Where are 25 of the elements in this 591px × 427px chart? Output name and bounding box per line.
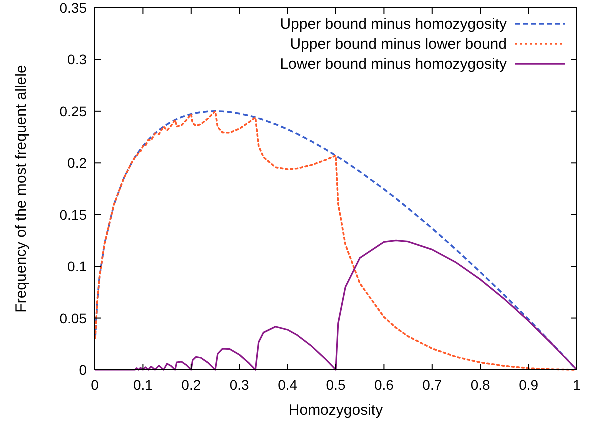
- legend-label: Lower bound minus homozygosity: [280, 56, 508, 73]
- x-tick-label: 0.4: [278, 377, 298, 393]
- legend-label: Upper bound minus homozygosity: [280, 16, 508, 33]
- y-axis-title: Frequency of the most frequent allele: [13, 65, 30, 313]
- x-tick-label: 0.5: [326, 377, 346, 393]
- y-tick-label: 0.15: [60, 206, 88, 223]
- y-tick-label: 0.35: [60, 0, 88, 16]
- legend-label: Upper bound minus lower bound: [290, 36, 507, 53]
- y-tick-label: 0.3: [68, 52, 88, 68]
- x-tick-label: 0.7: [422, 377, 442, 393]
- y-tick-label: 0.05: [60, 310, 88, 326]
- y-tick-label: 0: [79, 362, 88, 378]
- x-tick-label: 0.2: [182, 377, 202, 393]
- x-tick-label: 0: [91, 377, 100, 393]
- y-tick-label: 0.25: [60, 103, 88, 120]
- y-tick-label: 0.2: [68, 155, 88, 172]
- line-series: [94, 240, 578, 371]
- x-tick-label: 0.9: [519, 377, 539, 393]
- x-tick-label: 0.6: [374, 377, 394, 393]
- x-tick-label: 1: [573, 377, 582, 393]
- x-tick-label: 0.1: [133, 377, 154, 393]
- y-tick-label: 0.1: [68, 258, 88, 275]
- x-tick-label: 0.3: [230, 377, 250, 393]
- x-tick-label: 0.8: [470, 377, 491, 393]
- x-axis-title: Homozygosity: [288, 402, 384, 419]
